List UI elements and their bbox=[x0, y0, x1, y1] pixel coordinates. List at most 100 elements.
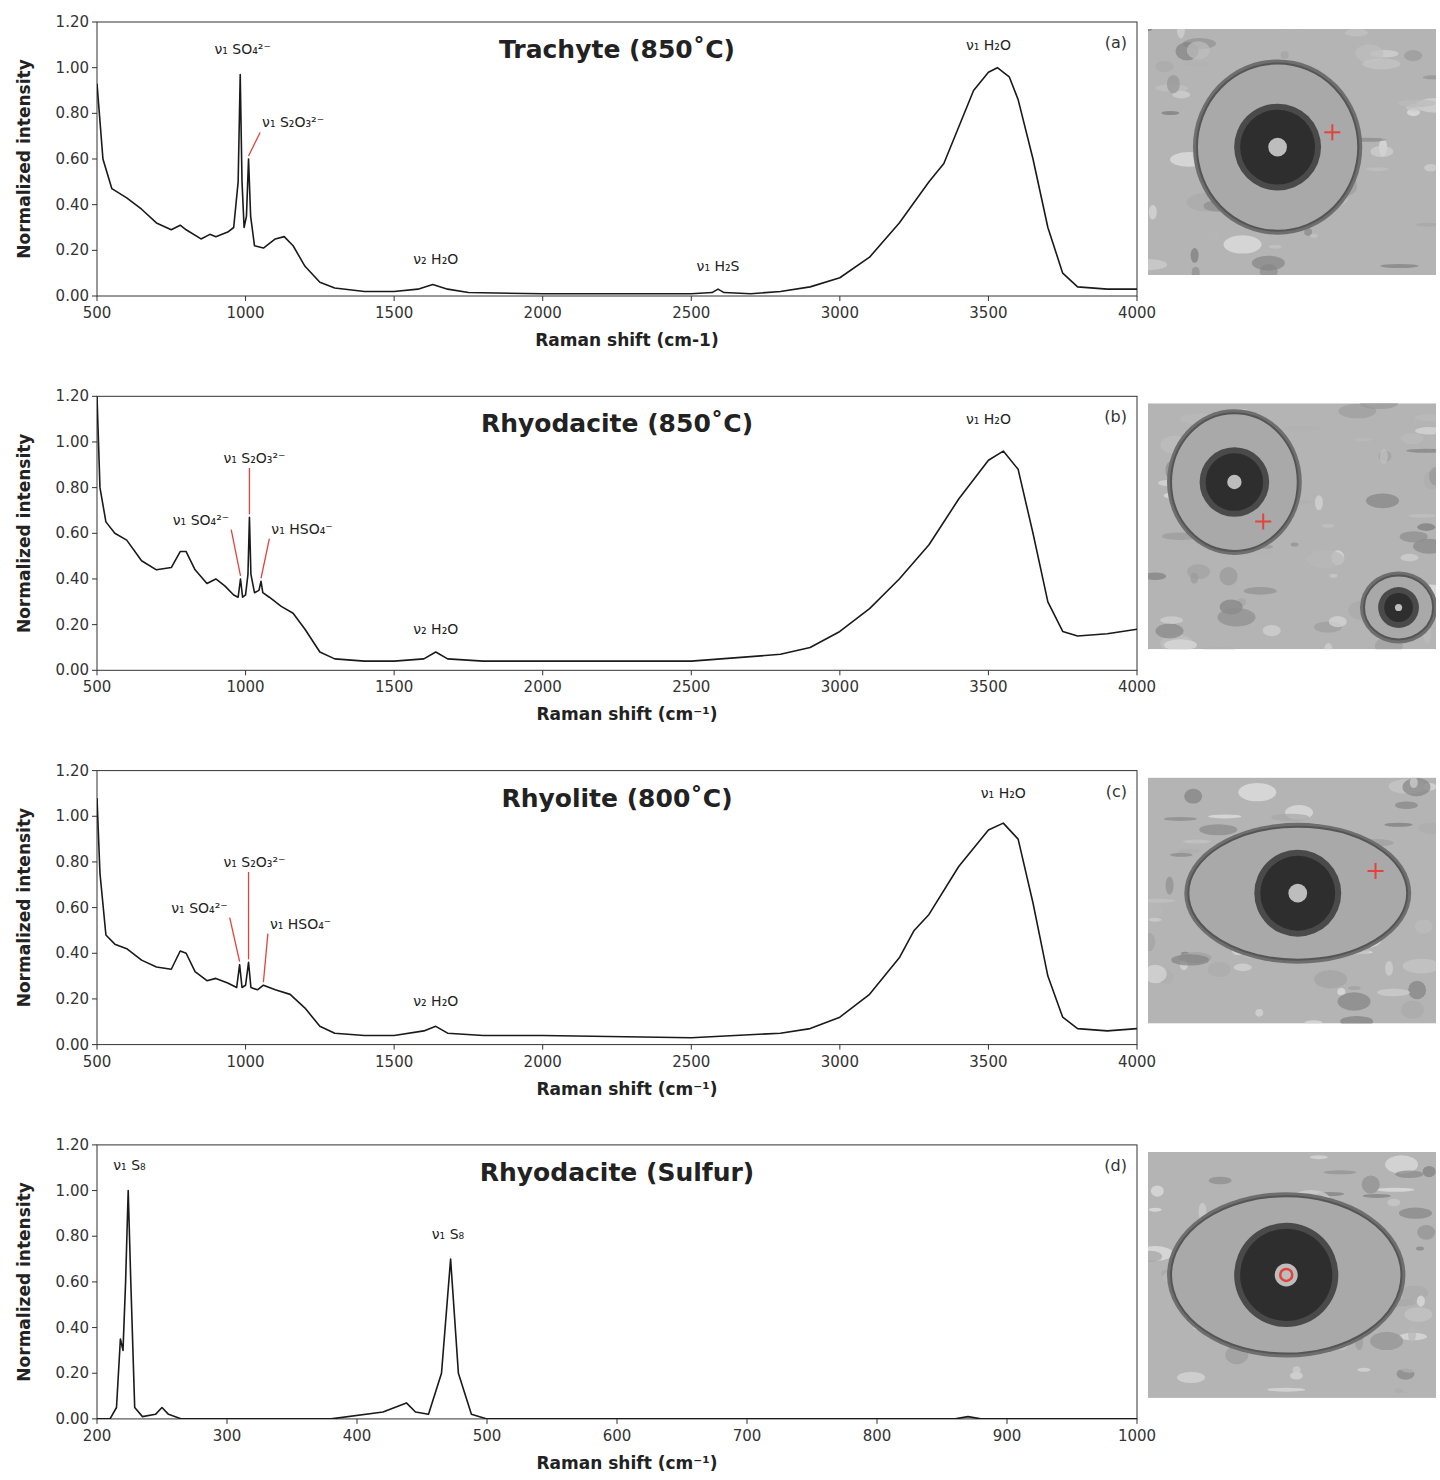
x-tick bbox=[357, 1419, 358, 1424]
x-tick-label: 2500 bbox=[672, 678, 710, 696]
panel-title: Rhyolite (800˚C) bbox=[501, 784, 732, 813]
photo-texture bbox=[1395, 801, 1418, 809]
photo-texture bbox=[1418, 823, 1436, 834]
y-tick bbox=[92, 770, 97, 771]
photo-texture bbox=[1323, 1170, 1356, 1174]
x-tick-label: 700 bbox=[733, 1427, 762, 1445]
panel-label: (a) bbox=[1105, 33, 1127, 52]
photo-texture bbox=[1291, 542, 1299, 546]
photo-texture bbox=[1410, 778, 1418, 788]
x-axis-title: Raman shift (cm⁻¹) bbox=[536, 1453, 717, 1473]
photo-texture bbox=[1423, 1166, 1436, 1177]
photo-texture bbox=[1404, 50, 1422, 61]
photo-texture bbox=[1191, 248, 1199, 263]
data-group bbox=[97, 798, 1137, 1038]
x-tick bbox=[691, 670, 692, 675]
photo-texture bbox=[1192, 267, 1200, 275]
peak-label: ν₁ SO₄²⁻ bbox=[171, 900, 227, 916]
y-tick bbox=[92, 1044, 97, 1045]
bubble-center bbox=[1288, 884, 1307, 903]
x-tick-label: 2000 bbox=[524, 1053, 562, 1071]
bubble-rim bbox=[1234, 1223, 1338, 1327]
y-tick-label: 0.80 bbox=[56, 1227, 89, 1245]
photo-texture bbox=[1151, 1185, 1164, 1196]
photo-texture bbox=[1263, 625, 1281, 636]
y-tick-label: 0.00 bbox=[56, 1410, 89, 1428]
peak-label: ν₂ H₂O bbox=[413, 993, 458, 1009]
photo-texture bbox=[1190, 572, 1198, 583]
y-tick bbox=[92, 204, 97, 205]
y-tick bbox=[92, 578, 97, 579]
y-tick bbox=[92, 670, 97, 671]
peak-label: ν₁ S₂O₃²⁻ bbox=[262, 114, 324, 130]
y-tick-label: 0.00 bbox=[56, 661, 89, 679]
x-tick bbox=[542, 296, 543, 301]
y-tick bbox=[92, 1418, 97, 1419]
x-tick bbox=[1137, 670, 1138, 675]
panel: 50010001500200025003000350040000.000.200… bbox=[14, 13, 1156, 350]
x-tick-label: 3000 bbox=[821, 304, 859, 322]
photo-texture bbox=[1148, 29, 1152, 31]
x-tick bbox=[97, 1419, 98, 1424]
photo-texture bbox=[1423, 75, 1436, 79]
y-tick-label: 1.20 bbox=[56, 387, 89, 405]
bubble-center bbox=[1268, 138, 1287, 157]
x-tick-label: 1000 bbox=[1118, 1427, 1156, 1445]
y-tick-label: 0.40 bbox=[56, 196, 89, 214]
y-tick-label: 0.60 bbox=[56, 150, 89, 168]
x-tick-label: 600 bbox=[603, 1427, 632, 1445]
photo-texture bbox=[1310, 1155, 1328, 1159]
inclusion-rim bbox=[1167, 409, 1302, 555]
panel-title: Rhyodacite (Sulfur) bbox=[480, 1158, 755, 1187]
photo-texture bbox=[1206, 230, 1219, 241]
x-tick-label: 1500 bbox=[375, 304, 413, 322]
photo-texture bbox=[1271, 814, 1309, 822]
y-tick bbox=[92, 67, 97, 68]
photo-texture bbox=[1148, 933, 1155, 951]
inclusion-rim bbox=[1167, 1192, 1405, 1357]
x-tick bbox=[245, 296, 246, 301]
photo-background bbox=[1148, 1152, 1436, 1398]
y-tick-label: 0.40 bbox=[56, 1319, 89, 1337]
photo-texture bbox=[1183, 840, 1211, 844]
x-tick-label: 1000 bbox=[226, 304, 264, 322]
photo-texture bbox=[1400, 531, 1428, 542]
photo-texture bbox=[1322, 524, 1335, 528]
photo-texture bbox=[1148, 901, 1163, 919]
panel: 20030040050060070080090010000.000.200.40… bbox=[14, 1136, 1156, 1473]
photo-texture bbox=[1363, 1194, 1391, 1198]
y-tick-label: 0.20 bbox=[56, 241, 89, 259]
panel: 50010001500200025003000350040000.000.200… bbox=[14, 762, 1156, 1099]
y-tick-label: 0.00 bbox=[56, 1036, 89, 1054]
y-tick-label: 0.60 bbox=[56, 899, 89, 917]
x-tick-label: 500 bbox=[473, 1427, 502, 1445]
x-tick-label: 3000 bbox=[821, 678, 859, 696]
inclusion bbox=[1197, 63, 1358, 230]
y-tick bbox=[92, 533, 97, 534]
photo-texture bbox=[1415, 919, 1433, 934]
spectrum-line bbox=[97, 396, 1137, 661]
photo-texture bbox=[1314, 970, 1347, 988]
y-tick-label: 1.00 bbox=[56, 59, 89, 77]
photo-texture bbox=[1160, 616, 1183, 624]
photo-texture bbox=[1370, 1332, 1403, 1350]
peak-label: ν₁ SO₄²⁻ bbox=[173, 512, 229, 528]
bubble-rim bbox=[1254, 850, 1341, 937]
photo-texture bbox=[1360, 403, 1398, 409]
y-tick bbox=[92, 159, 97, 160]
x-tick bbox=[988, 670, 989, 675]
photo-texture bbox=[1348, 986, 1361, 990]
photo-texture bbox=[1167, 75, 1180, 93]
photo-texture bbox=[1177, 29, 1185, 38]
photo-texture bbox=[1304, 1020, 1322, 1023]
x-tick bbox=[839, 1045, 840, 1050]
peak-label: ν₁ H₂O bbox=[981, 785, 1026, 801]
x-tick bbox=[691, 296, 692, 301]
photo-texture bbox=[1424, 164, 1436, 172]
photo-texture bbox=[1218, 608, 1256, 626]
inclusion-photo bbox=[1148, 403, 1436, 649]
data-group bbox=[97, 1191, 1137, 1419]
photo-texture bbox=[1401, 1001, 1424, 1019]
inclusion-rim bbox=[1360, 572, 1436, 644]
x-tick-label: 4000 bbox=[1118, 304, 1156, 322]
